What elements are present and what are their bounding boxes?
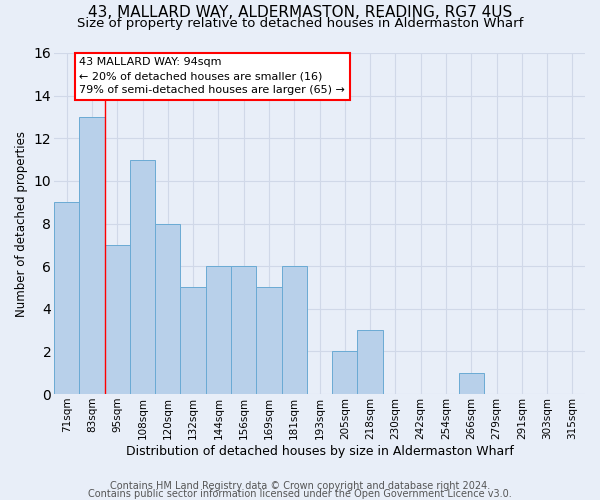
- Bar: [332, 352, 358, 394]
- Bar: [281, 266, 307, 394]
- Bar: [155, 224, 181, 394]
- Bar: [130, 160, 155, 394]
- Text: Size of property relative to detached houses in Aldermaston Wharf: Size of property relative to detached ho…: [77, 18, 523, 30]
- Text: 43 MALLARD WAY: 94sqm
← 20% of detached houses are smaller (16)
79% of semi-deta: 43 MALLARD WAY: 94sqm ← 20% of detached …: [79, 58, 345, 96]
- Bar: [54, 202, 79, 394]
- Y-axis label: Number of detached properties: Number of detached properties: [15, 130, 28, 316]
- Bar: [358, 330, 383, 394]
- Bar: [206, 266, 231, 394]
- Bar: [256, 288, 281, 394]
- Bar: [104, 245, 130, 394]
- Bar: [181, 288, 206, 394]
- X-axis label: Distribution of detached houses by size in Aldermaston Wharf: Distribution of detached houses by size …: [125, 444, 514, 458]
- Text: 43, MALLARD WAY, ALDERMASTON, READING, RG7 4US: 43, MALLARD WAY, ALDERMASTON, READING, R…: [88, 5, 512, 20]
- Bar: [458, 372, 484, 394]
- Bar: [79, 117, 104, 394]
- Bar: [231, 266, 256, 394]
- Text: Contains HM Land Registry data © Crown copyright and database right 2024.: Contains HM Land Registry data © Crown c…: [110, 481, 490, 491]
- Text: Contains public sector information licensed under the Open Government Licence v3: Contains public sector information licen…: [88, 489, 512, 499]
